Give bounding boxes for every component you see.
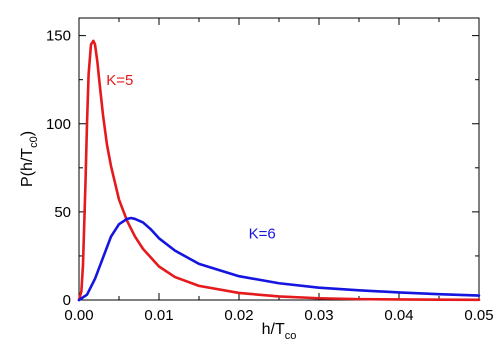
y-tick-label: 50 (54, 204, 71, 221)
x-tick-label: 0.03 (304, 307, 333, 324)
x-axis-label: h/Tco (262, 321, 297, 342)
y-axis-label: P(h/Tc0) (19, 131, 40, 187)
y-axis-label-suffix: ) (19, 131, 36, 136)
y-axis-label-sub: c0 (28, 136, 40, 148)
x-tick-label: 0.02 (224, 307, 253, 324)
x-tick-label: 0.01 (144, 307, 173, 324)
y-tick-label: 100 (46, 116, 71, 133)
x-tick-label: 0.05 (464, 307, 493, 324)
plot-frame (78, 17, 480, 301)
x-axis-label-main: h/T (262, 321, 285, 338)
y-axis-ticks: 0 50 100 150 (46, 28, 479, 309)
annotation-k-6: K=6 (249, 225, 276, 242)
x-tick-label: 0.04 (384, 307, 413, 324)
y-tick-label: 150 (46, 28, 71, 45)
series-layer (77, 39, 481, 302)
y-tick-label: 0 (63, 292, 71, 309)
x-axis-ticks: 0.00 0.01 0.02 0.03 0.04 0.05 (64, 18, 494, 324)
x-axis-label-sub: co (285, 330, 297, 342)
annotation-layer: K=5 K=6 (106, 72, 276, 242)
y-axis-label-prefix: P(h/T (19, 148, 36, 187)
series-line-k-6 (77, 216, 481, 302)
annotation-k-5: K=5 (106, 72, 133, 89)
x-tick-label: 0.00 (64, 307, 93, 324)
series-line-k-5 (77, 39, 481, 302)
